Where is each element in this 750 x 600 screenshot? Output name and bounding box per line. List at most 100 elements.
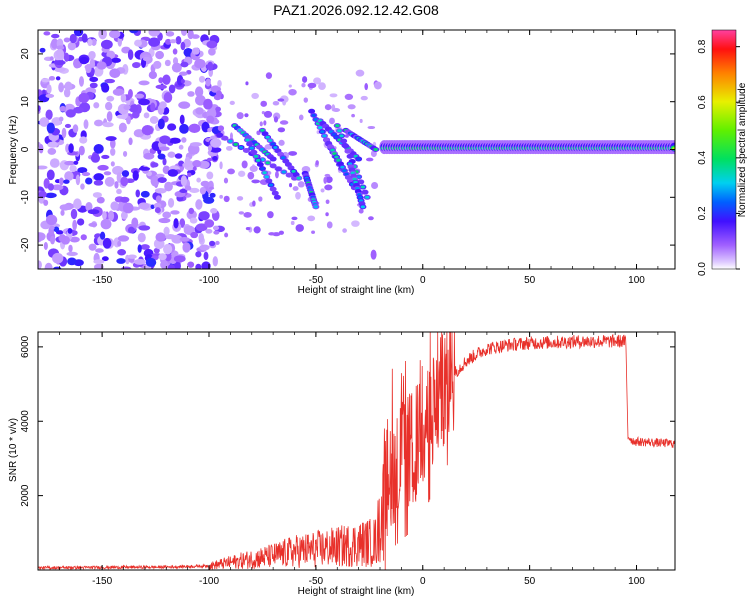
bottom-axis-ticks: -150 -100 -50 0 50 100 2000 4000 6000 <box>20 332 675 587</box>
heatmap-noise-cell <box>102 122 114 128</box>
heatmap-noise-cell <box>145 257 157 267</box>
heatmap-noise-cell <box>92 192 102 198</box>
heatmap-noise-cell <box>66 251 78 257</box>
heatmap-noise-cell <box>188 123 201 134</box>
heatmap-noise-cell <box>73 60 81 69</box>
heatmap-noise-cell <box>206 40 218 49</box>
heatmap-noise-cell <box>187 261 195 268</box>
heatmap-noise-cell <box>169 39 177 44</box>
heatmap-noise-cell <box>67 227 73 234</box>
heatmap-noise-cell <box>138 225 151 231</box>
heatmap-noise-cell <box>67 41 76 51</box>
heatmap-noise-cell <box>134 258 146 265</box>
bottom-ytick-label: 4000 <box>20 410 31 433</box>
heatmap-noise-cell <box>158 77 164 84</box>
heatmap-noise-cell <box>105 101 113 111</box>
colorbar-tick-label: 0.4 <box>697 150 708 164</box>
heatmap-noise-cell <box>215 90 222 97</box>
heatmap-fringe-cell <box>260 167 265 171</box>
heatmap-noise-cell <box>260 100 268 107</box>
heatmap-noise-cell <box>179 236 190 242</box>
heatmap-noise-cell <box>110 161 115 167</box>
heatmap-fringe-cell <box>320 130 325 134</box>
heatmap-noise-cell <box>325 176 333 184</box>
heatmap-noise-cell <box>64 160 76 166</box>
heatmap-noise-cell <box>114 181 119 189</box>
heatmap-fringe-cell <box>339 134 344 138</box>
heatmap-noise-cell <box>272 101 280 106</box>
heatmap-noise-cell <box>238 211 245 215</box>
heatmap-noise-cell <box>194 86 204 98</box>
heatmap-fringe-cell <box>317 126 323 130</box>
heatmap-noise-cell <box>43 31 51 36</box>
heatmap-noise-cell <box>63 52 70 62</box>
bottom-xtick-label: 100 <box>628 576 645 587</box>
heatmap-noise-cell <box>187 172 192 177</box>
heatmap-noise-cell <box>315 160 319 166</box>
heatmap-noise-cell <box>64 171 74 181</box>
heatmap-noise-cell <box>181 137 187 143</box>
heatmap-noise-cell <box>162 74 171 85</box>
heatmap-fringe-cell <box>340 138 348 144</box>
heatmap-noise-cell <box>89 82 98 89</box>
heatmap-noise-cell <box>59 204 71 211</box>
heatmap-noise-cell <box>49 56 54 61</box>
heatmap-noise-cell <box>212 225 220 231</box>
heatmap-noise-cell <box>210 138 222 148</box>
heatmap-noise-cell <box>110 147 116 156</box>
heatmap-noise-cell <box>143 152 155 160</box>
heatmap-noise-cell <box>163 226 170 236</box>
heatmap-noise-cell <box>163 92 173 103</box>
bottom-plot-frame <box>37 331 676 571</box>
heatmap-noise-cell <box>135 189 140 198</box>
heatmap-noise-cell <box>77 167 88 174</box>
heatmap-noise-cell <box>191 34 200 39</box>
heatmap-noise-cell <box>332 108 341 113</box>
heatmap-noise-cell <box>58 116 64 122</box>
heatmap-noise-cell <box>190 231 199 239</box>
heatmap-noise-cell <box>209 192 216 198</box>
heatmap-noise-cell <box>69 33 77 44</box>
heatmap-noise-cell <box>268 232 276 236</box>
heatmap-noise-cell <box>58 177 64 186</box>
heatmap-noise-cell <box>117 235 130 242</box>
heatmap-fringe-cell <box>265 161 270 165</box>
heatmap-noise-cell <box>133 129 145 138</box>
heatmap-noise-cell <box>44 192 57 199</box>
heatmap-noise-cell <box>89 76 99 83</box>
heatmap-noise-cell <box>325 199 330 205</box>
heatmap-noise-cell <box>206 157 213 162</box>
heatmap-noise-cell <box>302 76 308 83</box>
heatmap-noise-cell <box>203 251 209 261</box>
heatmap-noise-cell <box>273 116 279 123</box>
heatmap-noise-cell <box>58 234 67 243</box>
heatmap-noise-cell <box>307 82 317 89</box>
heatmap-noise-cell <box>355 69 365 77</box>
heatmap-noise-cell <box>110 201 119 211</box>
heatmap-noise-cell <box>215 106 221 112</box>
heatmap-noise-cell <box>180 30 188 36</box>
top-xtick-label: -50 <box>309 275 324 286</box>
heatmap-noise-cell <box>251 179 261 184</box>
heatmap-noise-cell <box>219 161 223 170</box>
heatmap-noise-cell <box>347 104 356 110</box>
heatmap-fringe-cell <box>340 165 345 169</box>
heatmap-noise-cell <box>253 226 261 234</box>
heatmap-noise-cell <box>301 83 306 88</box>
heatmap-noise-cell <box>150 162 159 168</box>
heatmap-noise-cell <box>229 100 235 106</box>
heatmap-noise-cell <box>154 207 161 214</box>
heatmap-noise-cell <box>128 137 133 146</box>
heatmap-noise-cell <box>198 75 206 83</box>
heatmap-noise-cell <box>47 147 57 155</box>
heatmap-noise-cell <box>201 261 211 269</box>
heatmap-noise-cell <box>198 233 205 243</box>
heatmap-noise-cell <box>63 37 71 43</box>
heatmap-noise-cell <box>54 66 66 73</box>
heatmap-noise-cell <box>127 49 134 61</box>
heatmap-noise-cell <box>169 137 181 144</box>
heatmap-noise-cell <box>164 252 172 262</box>
heatmap-noise-cell <box>46 122 55 134</box>
heatmap-fringe-cell <box>360 185 366 189</box>
